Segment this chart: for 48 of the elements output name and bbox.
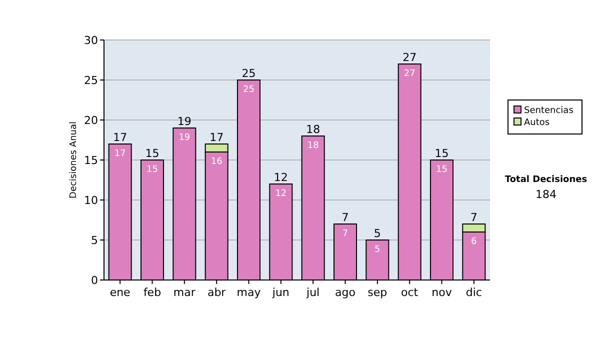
total-label: 18 bbox=[306, 123, 320, 136]
x-tick-label: oct bbox=[401, 286, 419, 299]
total-label: 15 bbox=[145, 147, 160, 160]
data-label: 27 bbox=[404, 69, 416, 79]
legend-label: Sentencias bbox=[524, 106, 574, 116]
data-label: 19 bbox=[178, 133, 190, 143]
y-axis-title: Decisiones Anual bbox=[69, 122, 79, 198]
total-label: 27 bbox=[402, 51, 417, 64]
total-label: 5 bbox=[374, 227, 381, 240]
x-tick-label: jun bbox=[271, 286, 290, 299]
total-label: 15 bbox=[434, 147, 449, 160]
total-label: 19 bbox=[177, 115, 192, 128]
x-tick-label: sep bbox=[368, 286, 388, 299]
y-tick-label: 25 bbox=[84, 74, 98, 87]
legend-label: Autos bbox=[524, 118, 550, 128]
data-label: 18 bbox=[307, 141, 320, 151]
data-label: 25 bbox=[243, 85, 254, 95]
x-tick-label: dic bbox=[466, 286, 482, 299]
x-tick-label: mar bbox=[173, 286, 196, 299]
total-label: 25 bbox=[242, 67, 256, 80]
x-tick-label: ene bbox=[110, 286, 131, 299]
y-tick-label: 10 bbox=[84, 194, 98, 207]
data-label: 16 bbox=[210, 157, 223, 167]
x-tick-label: may bbox=[236, 286, 262, 299]
text: Total Decisiones bbox=[504, 175, 588, 185]
text: 184 bbox=[536, 188, 556, 201]
x-tick-label: ago bbox=[335, 286, 356, 299]
data-label: 6 bbox=[471, 237, 478, 247]
y-tick-label: 20 bbox=[84, 114, 98, 127]
data-label: 5 bbox=[374, 245, 380, 255]
total-label: 12 bbox=[274, 171, 288, 184]
data-label: 12 bbox=[275, 189, 287, 199]
total-label: 17 bbox=[210, 131, 224, 144]
x-tick-label: nov bbox=[432, 286, 452, 299]
data-label: 17 bbox=[114, 149, 126, 159]
data-label: 15 bbox=[436, 165, 448, 175]
data-label: 7 bbox=[342, 229, 348, 239]
x-tick-label: jul bbox=[306, 286, 320, 299]
total-label: 7 bbox=[470, 211, 478, 224]
x-tick-label: abr bbox=[207, 286, 226, 299]
total-label: 7 bbox=[342, 211, 349, 224]
y-tick-label: 15 bbox=[84, 154, 98, 167]
y-tick-label: 30 bbox=[84, 34, 98, 47]
y-tick-label: 5 bbox=[91, 234, 98, 247]
y-tick-label: 0 bbox=[91, 274, 98, 287]
total-label: 17 bbox=[113, 131, 128, 144]
data-label: 15 bbox=[146, 165, 158, 175]
x-tick-label: feb bbox=[143, 286, 162, 299]
